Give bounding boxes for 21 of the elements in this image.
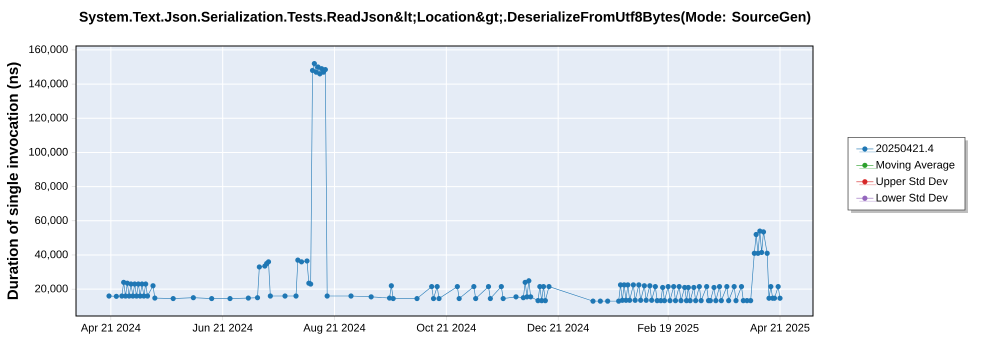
x-tick-label: Oct 21 2024 [416, 324, 476, 332]
chart-title: System.Text.Json.Serialization.Tests.ReadJson&lt;Location&gt;.DeserializeFromUtf8Bytes(Mode: SourceGen) [79, 11, 810, 25]
x-tick-label: Aug 21 2024 [303, 324, 366, 334]
x-tick-label: Apr 21 2025 [750, 324, 810, 334]
y-tick-label: 40,000 [34, 250, 68, 260]
y-tick-label: 160,000 [29, 45, 68, 54]
y-tick-label: 80,000 [35, 182, 68, 192]
legend-label: Moving Average [876, 160, 954, 171]
y-axis-title: Duration of single invocation (ns) [6, 62, 22, 300]
y-tick-label: 60,000 [35, 216, 68, 226]
x-tick-label: Dec 21 2024 [528, 324, 590, 332]
x-tick-label: Apr 21 2024 [80, 324, 140, 334]
y-tick-label: 20,000 [35, 284, 68, 294]
legend-label: 20250421.4 [876, 144, 934, 152]
y-tick-label: 140,000 [29, 80, 68, 89]
y-tick-label: 120,000 [29, 114, 68, 123]
x-tick-label: Feb 19 2025 [638, 324, 699, 332]
x-tick-label: Jun 21 2024 [192, 324, 253, 332]
legend-label: Upper Std Dev [876, 177, 948, 188]
legend-label: Lower Std Dev [876, 194, 948, 202]
y-tick-label: 100,000 [29, 148, 68, 157]
